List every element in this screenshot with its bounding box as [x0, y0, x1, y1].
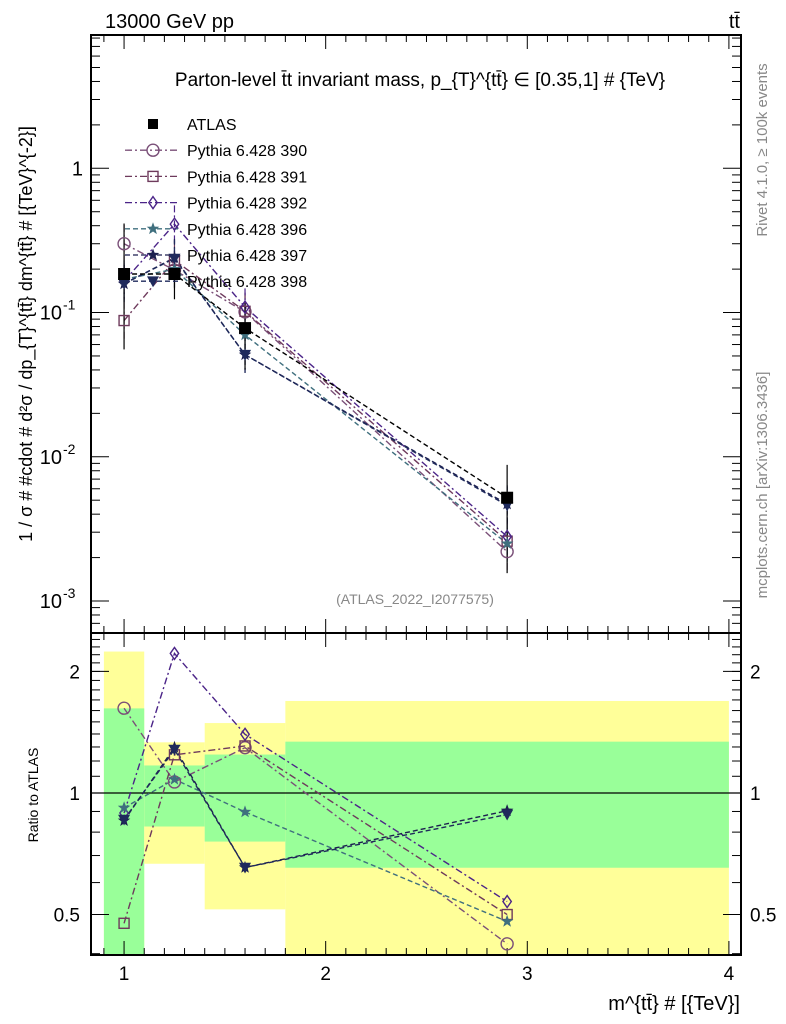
ratio-point: [168, 772, 181, 785]
ratio-tick-label-left: 0.5: [54, 906, 80, 927]
ratio-line-5: [123, 748, 508, 869]
legend-marker: [147, 195, 159, 210]
series-line-1: [123, 259, 508, 542]
ratio-line-2: [123, 652, 508, 903]
data-point: [238, 328, 252, 341]
analysis-label: (ATLAS_2022_I2077575): [336, 591, 494, 607]
ratio-point: [238, 805, 252, 818]
atlas-point: [501, 491, 514, 504]
atlas-point: [168, 268, 181, 281]
ratio-tick-label-left: 1: [69, 784, 80, 805]
data-markers: [117, 216, 514, 951]
x-axis-label: m^{tt̄} # [{TeV}]: [608, 993, 740, 1015]
ratio-tick-label-left: 2: [69, 662, 80, 683]
header-energy: 13000 GeV pp: [105, 11, 234, 33]
mcplots-label: mcplots.cern.ch [arXiv:1306.3436]: [754, 372, 771, 599]
ratio-point: [117, 701, 131, 715]
data-point: [169, 216, 180, 232]
atlas-line: [124, 273, 508, 499]
x-tick-label: 3: [522, 964, 533, 985]
legend-marker: [146, 248, 160, 261]
legend: ATLAS Pythia 6.428 390 Pythia 6.428 391 Pyt…: [125, 117, 307, 291]
x-tick-label: 2: [320, 964, 331, 985]
legend-label: Pythia 6.428 392: [187, 196, 307, 213]
y-tick-exponent: -3: [63, 585, 76, 601]
ratio-tick-label-right: 1: [750, 784, 761, 805]
ratio-point: [169, 646, 180, 661]
legend-label: Pythia 6.428 398: [187, 274, 307, 291]
data-point: [117, 237, 131, 251]
ratio-line-1: [123, 745, 508, 924]
axes-frames: [90, 34, 742, 956]
ratio-point: [239, 727, 251, 742]
y-tick-label: 10: [40, 591, 62, 613]
ratio-band-green: [103, 708, 145, 955]
series-line-0: [123, 243, 508, 553]
ratio-point: [118, 917, 130, 929]
legend-marker: [147, 170, 159, 183]
ratio-point: [239, 862, 252, 874]
ratio-point: [238, 740, 252, 755]
data-point: [118, 278, 131, 290]
data-point: [239, 299, 251, 315]
ratio-tick-label-right: 0.5: [750, 906, 776, 927]
data-point: [500, 537, 514, 549]
series-line-3: [123, 268, 508, 545]
data-point: [118, 314, 130, 327]
header-process: tt̄: [729, 11, 741, 33]
chart-title: Parton-level t̄t invariant mass, p_{T}^{…: [175, 70, 665, 91]
ratio-point: [501, 809, 514, 821]
legend-label: Pythia 6.428 391: [187, 169, 307, 186]
ratio-tick-label-right: 2: [750, 662, 761, 683]
ratio-point: [500, 914, 514, 927]
data-point: [239, 305, 251, 318]
atlas-point: [118, 268, 131, 281]
series-line-2: [123, 223, 508, 538]
x-tick-label: 1: [119, 964, 130, 985]
legend-marker: [147, 276, 159, 288]
y-tick-exponent: -2: [63, 441, 76, 457]
legend-label: Pythia 6.428 390: [187, 143, 307, 160]
legend-label: ATLAS: [187, 117, 237, 134]
atlas-point: [239, 322, 252, 335]
legend-marker: [146, 143, 160, 157]
rivet-label: Rivet 4.1.0, ≥ 100k events: [754, 63, 771, 236]
data-point: [239, 349, 252, 361]
ratio-point: [117, 801, 131, 814]
ratio-line-3: [123, 778, 508, 923]
ratio-point: [118, 814, 131, 826]
legend-label: Pythia 6.428 396: [187, 222, 307, 239]
ratio-line-0: [123, 707, 508, 945]
data-point: [168, 253, 181, 265]
legend-marker: [146, 222, 160, 235]
legend-label: Pythia 6.428 397: [187, 248, 307, 265]
ratio-y-label: Ratio to ATLAS: [25, 748, 41, 843]
ratio-point: [168, 744, 181, 756]
y-axis-label: 1 / σ # #cdot # d²σ / dp_{T}^{tt̄} dm^{t…: [16, 126, 37, 542]
ratio-bands: [91, 651, 741, 955]
y-tick-exponent: -1: [63, 297, 76, 313]
legend-marker: [148, 119, 158, 129]
ratio-point: [502, 894, 513, 909]
y-tick-label: 10: [40, 303, 62, 325]
ratio-band-green: [204, 754, 286, 842]
ratio-frame: [90, 632, 742, 956]
ratio-point: [500, 937, 514, 951]
x-tick-label: 4: [724, 964, 735, 985]
y-tick-label: 10: [40, 447, 62, 469]
series-line-5: [123, 257, 508, 507]
series-line-4: [123, 256, 508, 505]
y-tick-label: 1: [72, 158, 83, 180]
